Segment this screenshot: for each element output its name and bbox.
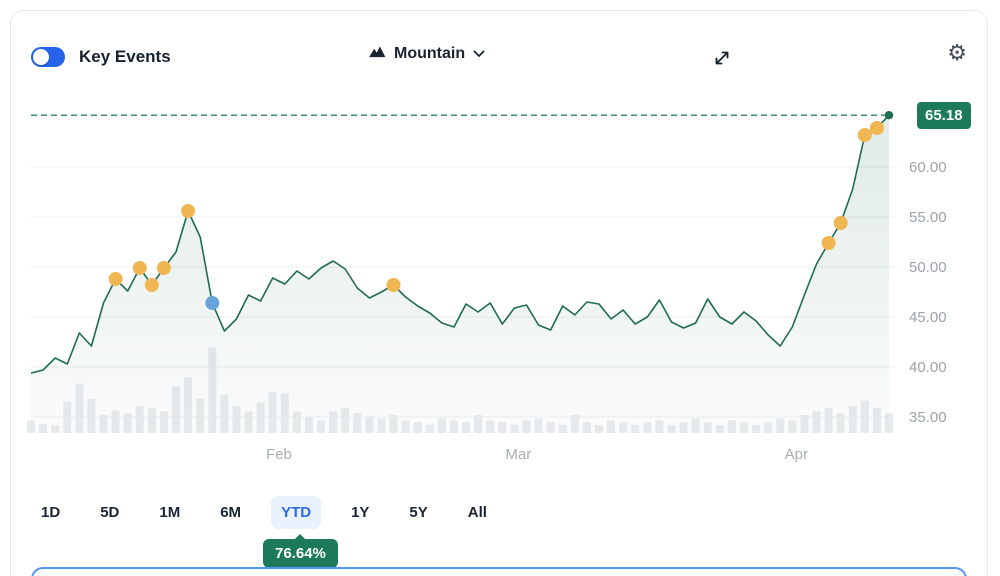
key-event-marker-yellow[interactable] [144,278,159,292]
range-button-all[interactable]: All [458,496,497,529]
toggle-knob [33,49,49,65]
fullscreen-button[interactable] [711,47,733,69]
range-button-1y[interactable]: 1Y [341,496,379,529]
y-axis-tick-label: 50.00 [909,259,947,276]
range-button-6m[interactable]: 6M [210,496,251,529]
area-fill [31,115,889,433]
key-event-marker-yellow[interactable] [869,121,884,135]
x-axis-month-label: Mar [505,446,531,463]
key-event-marker-yellow[interactable] [156,261,171,275]
range-button-5d[interactable]: 5D [90,496,129,529]
mountain-icon [369,45,386,63]
key-event-marker-yellow[interactable] [386,278,401,292]
gear-icon: ⚙ [947,40,967,65]
price-line [30,114,890,374]
key-event-marker-yellow[interactable] [132,261,147,275]
range-button-1m[interactable]: 1M [149,496,190,529]
key-event-marker-yellow[interactable] [181,204,196,218]
current-price-badge: 65.18 [917,102,971,129]
y-axis-tick-label: 60.00 [909,159,947,176]
chart-type-dropdown[interactable]: Mountain [369,45,485,63]
key-event-marker-blue[interactable] [205,296,220,310]
y-axis-tick-label: 40.00 [909,359,947,376]
settings-button[interactable]: ⚙ [947,42,967,64]
key-event-marker-yellow[interactable] [833,216,848,230]
y-axis-tick-label: 45.00 [909,309,947,326]
y-axis-tick-label: 35.00 [909,409,947,426]
key-event-marker-yellow[interactable] [108,272,123,286]
key-event-marker-yellow[interactable] [857,128,872,142]
change-percent-tooltip: 76.64% [263,534,338,568]
chart-toolbar: Key Events Mountain ⚙ [11,11,987,91]
chart-type-label: Mountain [394,45,466,62]
key-events-toggle[interactable] [31,47,65,67]
current-price-dot [884,111,894,120]
chart-card: Key Events Mountain ⚙ 35.00 40.00 [10,10,988,576]
bottom-banner[interactable] [31,567,967,576]
x-axis-month-label: Feb [266,446,292,463]
range-button-1d[interactable]: 1D [31,496,70,529]
key-event-marker-yellow[interactable] [821,236,836,250]
price-chart[interactable]: 35.00 40.00 45.00 50.00 55.00 60.00 Feb Mar Apr … [11,91,987,471]
x-axis-month-label: Apr [785,446,808,463]
expand-icon [715,51,729,65]
chevron-down-icon [473,45,485,63]
range-selector: 1D 5D 1M 6M YTD 1Y 5Y All [31,496,497,529]
key-events-label: Key Events [79,47,171,66]
range-button-ytd[interactable]: YTD [271,496,322,529]
y-axis-tick-label: 55.00 [909,209,947,226]
range-button-5y[interactable]: 5Y [399,496,437,529]
